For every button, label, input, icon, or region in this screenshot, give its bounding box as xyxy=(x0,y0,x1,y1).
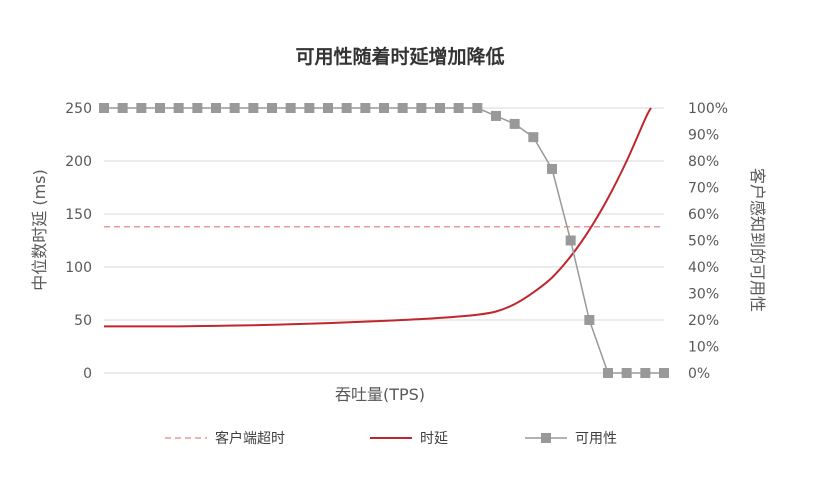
legend-label: 可用性 xyxy=(575,431,617,447)
right-tick-label: 60% xyxy=(688,207,719,223)
data-point xyxy=(267,103,277,113)
data-point xyxy=(155,103,165,113)
data-point xyxy=(229,103,240,113)
right-tick-label: 90% xyxy=(688,128,719,144)
data-point xyxy=(304,103,315,113)
legend-marker xyxy=(541,433,551,443)
data-point xyxy=(117,103,128,113)
data-point xyxy=(435,103,445,113)
left-tick-label: 50 xyxy=(74,313,92,329)
right-axis-label: 客户感知到的可用性 xyxy=(748,168,767,312)
right-axis-ticks: 0% 10% 20% 30% 40% 50% 60% 70% 80% 90% 100% xyxy=(688,101,728,382)
legend-label: 客户端超时 xyxy=(215,430,285,447)
x-axis-label: 吞吐量(TPS) xyxy=(335,385,425,404)
left-axis-ticks: 0 50 100 150 200 250 xyxy=(65,101,92,382)
data-point xyxy=(603,368,613,378)
right-tick-label: 50% xyxy=(688,234,719,250)
right-tick-label: 80% xyxy=(688,154,719,170)
data-point xyxy=(285,103,296,113)
right-tick-label: 30% xyxy=(688,287,719,303)
data-point xyxy=(397,103,408,113)
data-point xyxy=(659,368,669,378)
data-point xyxy=(547,163,557,174)
left-tick-label: 0 xyxy=(83,366,92,382)
left-tick-label: 200 xyxy=(65,154,92,170)
data-point xyxy=(379,103,389,113)
right-tick-label: 70% xyxy=(688,181,719,197)
data-point xyxy=(472,103,483,113)
data-point xyxy=(248,103,259,113)
chart-title: 可用性随着时延增加降低 xyxy=(295,45,504,68)
left-axis-label: 中位数时延 (ms) xyxy=(30,169,49,291)
right-tick-label: 40% xyxy=(688,260,719,276)
data-point xyxy=(136,103,147,113)
data-point xyxy=(640,368,651,378)
data-point xyxy=(621,368,632,378)
data-point xyxy=(509,118,520,129)
data-point xyxy=(453,103,464,113)
data-point xyxy=(323,103,333,113)
data-point xyxy=(173,103,184,113)
right-tick-label: 10% xyxy=(688,340,719,356)
right-tick-label: 0% xyxy=(688,366,710,382)
data-point xyxy=(491,110,501,121)
left-tick-label: 250 xyxy=(65,101,92,117)
data-point xyxy=(341,103,352,113)
right-tick-label: 100% xyxy=(688,101,728,117)
series-line xyxy=(104,107,664,374)
legend-label: 时延 xyxy=(420,431,448,447)
data-point xyxy=(211,103,221,113)
right-tick-label: 20% xyxy=(688,313,719,329)
data-point xyxy=(99,103,109,113)
series-layer xyxy=(99,103,669,378)
legend: 客户端超时 时延 可用性 xyxy=(165,430,617,447)
data-point xyxy=(360,103,371,113)
data-point xyxy=(584,315,595,325)
series-line xyxy=(103,107,652,328)
data-point xyxy=(416,103,427,113)
data-point xyxy=(192,103,203,113)
gridlines xyxy=(104,107,664,374)
data-point xyxy=(565,235,576,246)
left-tick-label: 100 xyxy=(65,260,92,276)
data-point xyxy=(528,132,539,143)
left-tick-label: 150 xyxy=(65,207,92,223)
